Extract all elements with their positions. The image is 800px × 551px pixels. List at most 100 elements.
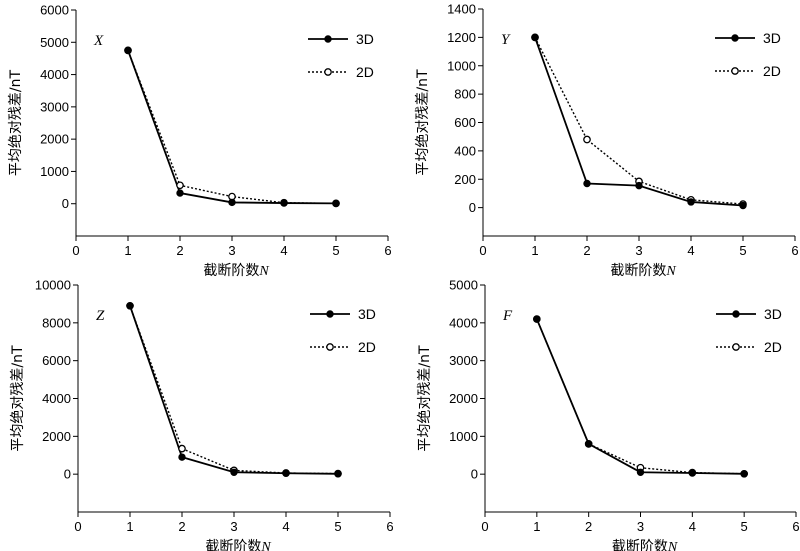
x-tick-label: 6 bbox=[791, 243, 798, 258]
x-tick-label: 5 bbox=[739, 243, 746, 258]
panel-label: Z bbox=[96, 308, 105, 324]
x-axis-label-text: 截断阶数 bbox=[610, 263, 666, 279]
x-axis-label: 截断阶数N bbox=[612, 539, 678, 551]
y-tick-label: 0 bbox=[64, 467, 71, 482]
chart-panel-y: 0 1 2 3 4 5 6 0 200 400 600 800 1000 1200 1400 截断阶数N 平均绝… bbox=[415, 2, 799, 280]
y-tick-label: 5000 bbox=[449, 278, 478, 293]
x-tick-label: 0 bbox=[72, 243, 79, 258]
legend-marker bbox=[731, 34, 739, 42]
x-tick-label: 3 bbox=[228, 243, 235, 258]
x-axis-label-variable: N bbox=[258, 264, 269, 279]
y-tick-label: 5000 bbox=[40, 35, 69, 50]
data-point-2d bbox=[176, 181, 184, 190]
legend-item-3d: 3D bbox=[715, 30, 781, 46]
x-axis-label-text: 截断阶数 bbox=[205, 539, 261, 551]
x-tick-label: 1 bbox=[533, 519, 540, 534]
data-point-3d bbox=[280, 199, 288, 207]
x-tick-label: 2 bbox=[178, 519, 185, 534]
legend-label: 2D bbox=[356, 64, 374, 80]
legend-item-2d: 2D bbox=[716, 339, 782, 355]
x-axis-label-variable: N bbox=[260, 540, 271, 551]
x-tick-label: 4 bbox=[280, 243, 287, 258]
legend-label: 2D bbox=[764, 339, 782, 355]
y-tick-label: 600 bbox=[454, 115, 476, 130]
y-tick-label: 4000 bbox=[42, 391, 71, 406]
y-tick-label: 4000 bbox=[40, 67, 69, 82]
y-tick-label: 10000 bbox=[35, 278, 71, 293]
data-point-3d bbox=[176, 189, 184, 197]
data-point-3d bbox=[334, 470, 342, 478]
series-line-2d bbox=[536, 318, 745, 475]
legend-marker bbox=[732, 310, 740, 318]
y-tick-label: 3000 bbox=[449, 353, 478, 368]
y-tick-label: 2000 bbox=[449, 391, 478, 406]
chart-panel-f: 0 1 2 3 4 5 6 0 1000 2000 3000 4000 5000 截断阶数N 平均绝对残差/… bbox=[417, 278, 800, 551]
y-tick-label: 1400 bbox=[447, 2, 476, 17]
y-tick-label: 4000 bbox=[449, 315, 478, 330]
x-tick-label: 5 bbox=[334, 519, 341, 534]
data-point-3d bbox=[687, 198, 695, 206]
data-point-2d bbox=[583, 135, 591, 144]
x-axis-label: 截断阶数N bbox=[205, 539, 271, 551]
legend-marker bbox=[732, 343, 740, 351]
y-axis-label: 平均绝对残差/nT bbox=[10, 345, 26, 452]
x-axis-label-text: 截断阶数 bbox=[203, 263, 259, 279]
x-tick-label: 6 bbox=[386, 519, 393, 534]
data-point-2d bbox=[178, 444, 186, 453]
x-tick-label: 2 bbox=[176, 243, 183, 258]
x-tick-label: 5 bbox=[741, 519, 748, 534]
data-point-3d bbox=[230, 468, 238, 476]
x-axis-label-variable: N bbox=[667, 540, 678, 551]
x-tick-label: 0 bbox=[479, 243, 486, 258]
y-tick-label: 6000 bbox=[42, 353, 71, 368]
data-point-3d bbox=[531, 33, 539, 42]
legend-label: 2D bbox=[358, 339, 376, 355]
x-tick-label: 3 bbox=[637, 519, 644, 534]
x-tick-label: 6 bbox=[384, 243, 391, 258]
y-tick-label: 3000 bbox=[40, 99, 69, 114]
y-axis-label: 平均绝对残差/nT bbox=[8, 69, 24, 176]
y-tick-label: 1000 bbox=[447, 58, 476, 73]
x-tick-label: 3 bbox=[230, 519, 237, 534]
data-point-3d bbox=[178, 453, 186, 461]
x-tick-label: 2 bbox=[583, 243, 590, 258]
x-tick-label: 1 bbox=[124, 243, 131, 258]
x-tick-label: 5 bbox=[332, 243, 339, 258]
x-axis-label-variable: N bbox=[665, 264, 676, 279]
panel-label: Y bbox=[501, 32, 511, 48]
data-point-3d bbox=[533, 315, 541, 323]
legend-item-2d: 2D bbox=[308, 64, 374, 80]
y-tick-label: 1200 bbox=[447, 30, 476, 45]
series-line-2d bbox=[129, 305, 339, 475]
data-point-3d bbox=[583, 179, 591, 188]
legend-label: 2D bbox=[763, 63, 781, 79]
panel-label: X bbox=[93, 33, 104, 49]
x-tick-label: 0 bbox=[74, 519, 81, 534]
x-axis-label-text: 截断阶数 bbox=[612, 539, 668, 551]
legend-item-2d: 2D bbox=[715, 63, 781, 79]
data-point-3d bbox=[739, 201, 747, 210]
chart-panel-z: 0 1 2 3 4 5 6 0 2000 4000 6000 8000 10000 截断阶数N 平均绝对残差… bbox=[10, 278, 394, 551]
x-tick-label: 0 bbox=[481, 519, 488, 534]
y-tick-label: 800 bbox=[454, 87, 476, 102]
data-point-3d bbox=[282, 469, 290, 477]
series-line-3d bbox=[127, 50, 337, 205]
legend-marker bbox=[731, 67, 739, 75]
x-axis-label: 截断阶数N bbox=[610, 263, 676, 279]
y-tick-label: 6000 bbox=[40, 3, 69, 18]
legend-label: 3D bbox=[763, 30, 781, 46]
legend-label: 3D bbox=[358, 306, 376, 322]
series-line-3d bbox=[536, 318, 745, 475]
legend-item-2d: 2D bbox=[310, 339, 376, 355]
y-axis-label: 平均绝对残差/nT bbox=[415, 69, 431, 176]
x-tick-label: 2 bbox=[585, 519, 592, 534]
x-tick-label: 4 bbox=[687, 243, 694, 258]
x-tick-label: 1 bbox=[126, 519, 133, 534]
panel-label: F bbox=[502, 308, 513, 324]
y-tick-label: 0 bbox=[469, 200, 476, 215]
y-tick-label: 200 bbox=[454, 172, 476, 187]
legend-marker bbox=[326, 343, 334, 351]
x-tick-label: 4 bbox=[689, 519, 696, 534]
legend-item-3d: 3D bbox=[716, 306, 782, 322]
